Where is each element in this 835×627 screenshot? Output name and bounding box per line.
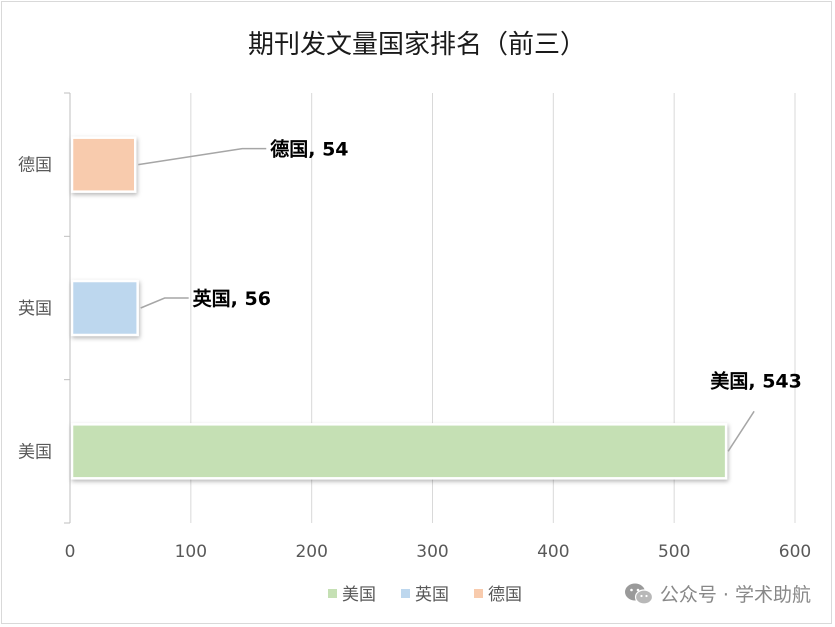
watermark-text: 公众号 · 学术助航 (659, 584, 811, 606)
x-tick-label: 200 (295, 542, 327, 562)
leader-line (138, 147, 267, 166)
x-axis-ticks: 0 100 200 300 400 500 600 (65, 542, 812, 562)
x-tick-label: 600 (779, 542, 811, 562)
leader-line (727, 410, 755, 452)
bar-英国 (70, 279, 139, 337)
leader-lines (138, 147, 755, 452)
data-label: 德国, 54 (270, 138, 348, 161)
data-labels: 美国, 543 英国, 56 德国, 54 (193, 138, 802, 393)
legend: 美国 英国 德国 (328, 585, 522, 605)
x-tick-label: 100 (175, 542, 207, 562)
bar-美国 (70, 423, 728, 480)
legend-swatch (474, 589, 483, 598)
bar-德国 (70, 136, 137, 193)
legend-swatch (328, 589, 337, 598)
y-category-label: 英国 (18, 299, 52, 319)
y-axis (64, 92, 71, 524)
chart-title: 期刊发文量国家排名（前三） (248, 30, 586, 60)
legend-label: 德国 (488, 585, 522, 605)
x-tick-label: 400 (537, 542, 569, 562)
x-tick-label: 0 (65, 542, 76, 562)
leader-line (140, 297, 189, 309)
watermark: 公众号 · 学术助航 (624, 580, 811, 607)
y-category-label: 美国 (18, 442, 52, 462)
legend-label: 美国 (342, 585, 376, 605)
data-label: 美国, 543 (710, 369, 802, 392)
legend-label: 英国 (415, 585, 449, 605)
x-tick-label: 300 (416, 542, 448, 562)
wechat-icon (624, 583, 653, 605)
data-label: 英国, 56 (193, 287, 271, 310)
legend-swatch (401, 589, 410, 598)
y-category-label: 德国 (18, 156, 52, 176)
bars (70, 136, 728, 480)
x-tick-label: 500 (658, 542, 690, 562)
